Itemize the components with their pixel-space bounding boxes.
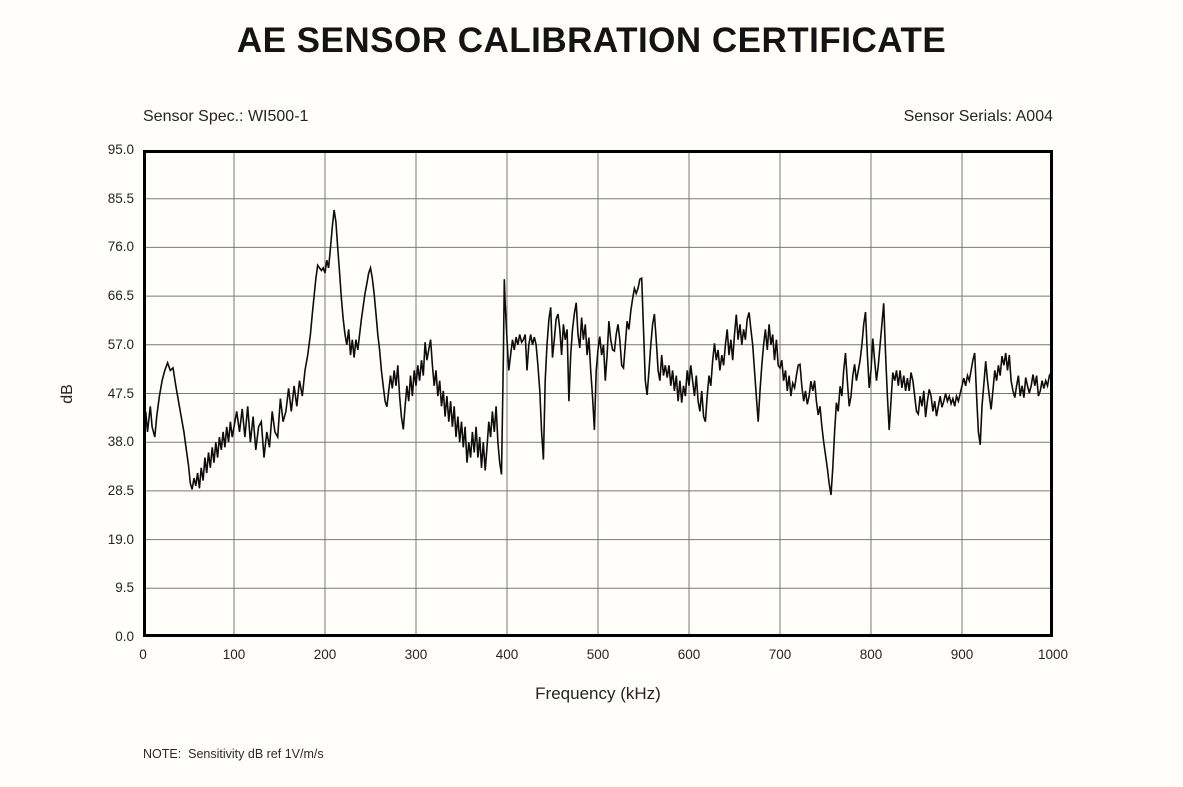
x-tick-label: 800 xyxy=(859,647,883,662)
y-tick-label: 85.5 xyxy=(107,190,134,206)
plot-frame xyxy=(143,150,1053,637)
x-tick-label: 600 xyxy=(677,647,701,662)
sensor-spec-label: Sensor Spec.: WI500-1 xyxy=(143,108,309,125)
x-tick-label: 300 xyxy=(404,647,428,662)
x-tick-label: 400 xyxy=(495,647,519,662)
x-tick-label: 700 xyxy=(768,647,792,662)
x-axis-title: Frequency (kHz) xyxy=(535,684,661,703)
sensitivity-chart xyxy=(143,150,1053,637)
y-tick-label: 57.0 xyxy=(107,336,134,352)
y-tick-label: 38.0 xyxy=(107,434,134,450)
y-tick-label: 28.5 xyxy=(107,482,134,498)
y-tick-label: 0.0 xyxy=(115,629,134,644)
x-tick-label: 200 xyxy=(313,647,337,662)
x-tick-label: 900 xyxy=(950,647,974,662)
y-tick-label: 66.5 xyxy=(107,288,134,304)
plot-area xyxy=(143,150,1053,637)
y-tick-label: 47.5 xyxy=(107,385,134,401)
note-text: NOTE: Sensitivity dB ref 1V/m/s xyxy=(143,747,324,761)
x-tick-label: 100 xyxy=(222,647,246,662)
y-tick-label: 76.0 xyxy=(107,239,134,255)
x-tick-label: 500 xyxy=(586,647,610,662)
y-tick-label: 95.0 xyxy=(107,142,134,157)
x-tick-label: 0 xyxy=(139,647,147,662)
y-tick-label: 9.5 xyxy=(115,580,134,596)
grid-lines xyxy=(145,152,1051,635)
sensor-serials-label: Sensor Serials: A004 xyxy=(903,108,1053,125)
page-title: AE SENSOR CALIBRATION CERTIFICATE xyxy=(236,21,947,60)
y-tick-label: 19.0 xyxy=(107,531,134,547)
x-tick-label: 1000 xyxy=(1037,647,1069,662)
sensitivity-curve xyxy=(143,209,1053,496)
